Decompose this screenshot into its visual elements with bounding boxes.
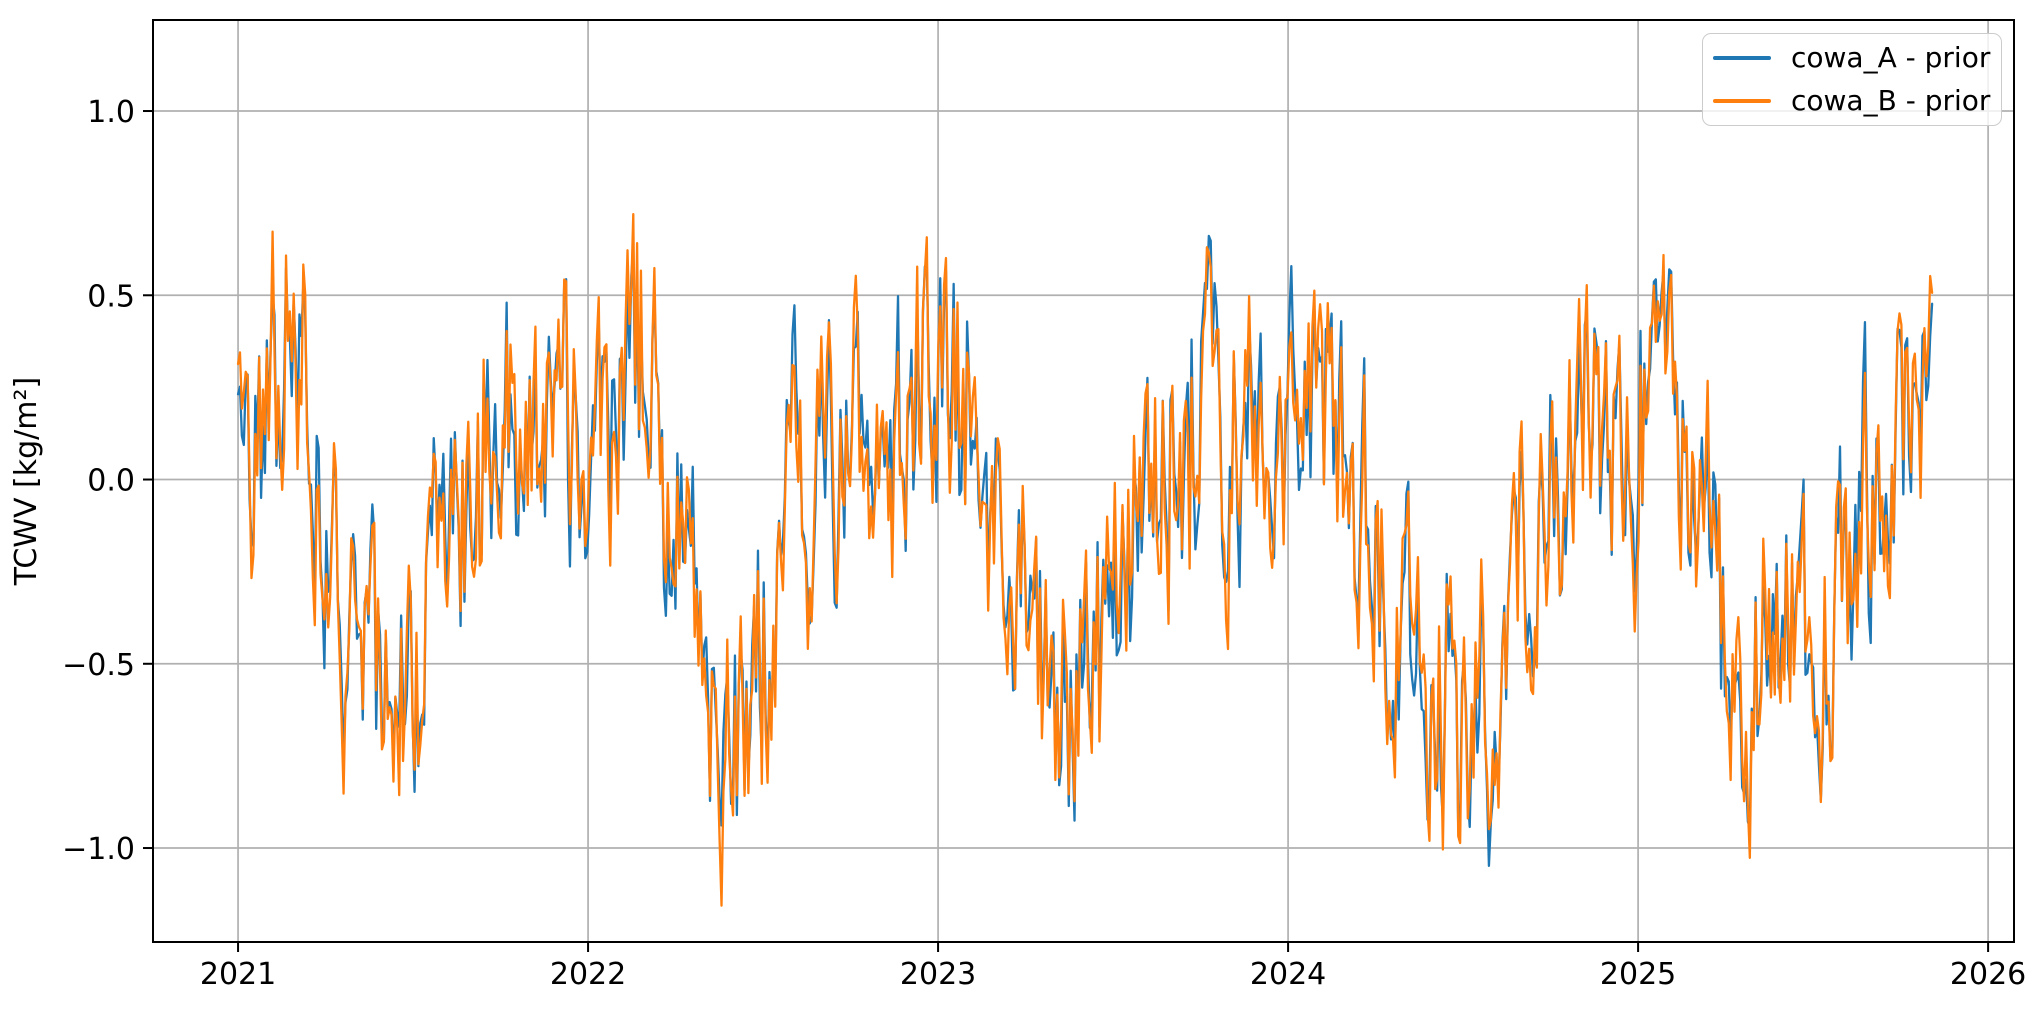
legend-entry-cowa-a: cowa_A - prior: [1713, 41, 1991, 75]
x-tick-label: 2023: [900, 957, 976, 992]
x-tick-label: 2022: [550, 957, 626, 992]
y-tick-label: 0.5: [87, 279, 135, 314]
axis-tick-labels: 2021 2022 2023 2024 2025 2026 1.0 0.5 0.0 −0.5 −1.…: [62, 95, 2026, 992]
axes-frame: [152, 19, 2015, 943]
x-tick-label: 2024: [1250, 957, 1326, 992]
series-lines: [236, 212, 1934, 907]
y-tick-label: 1.0: [87, 95, 135, 130]
x-tick-label: 2021: [200, 957, 276, 992]
x-tick-label: 2026: [1950, 957, 2026, 992]
y-tick-label: −0.5: [62, 648, 135, 683]
y-tick-label: −1.0: [62, 832, 135, 867]
legend-label-cowa-b: cowa_B - prior: [1791, 84, 1991, 117]
y-tick-label: 0.0: [87, 464, 135, 499]
plot-frame: [152, 19, 2015, 943]
axis-ticks: [143, 110, 1990, 952]
legend: cowa_A - prior cowa_B - prior: [1702, 33, 2002, 126]
series-line-cowa-b-prior: [236, 212, 1934, 907]
y-axis-label: TCWV [kg/m²]: [9, 377, 44, 586]
legend-line-sample-orange: [1713, 99, 1771, 103]
legend-line-sample-blue: [1713, 56, 1771, 60]
legend-entry-cowa-b: cowa_B - prior: [1713, 84, 1991, 118]
x-tick-label: 2025: [1600, 957, 1676, 992]
legend-label-cowa-a: cowa_A - prior: [1791, 41, 1991, 74]
